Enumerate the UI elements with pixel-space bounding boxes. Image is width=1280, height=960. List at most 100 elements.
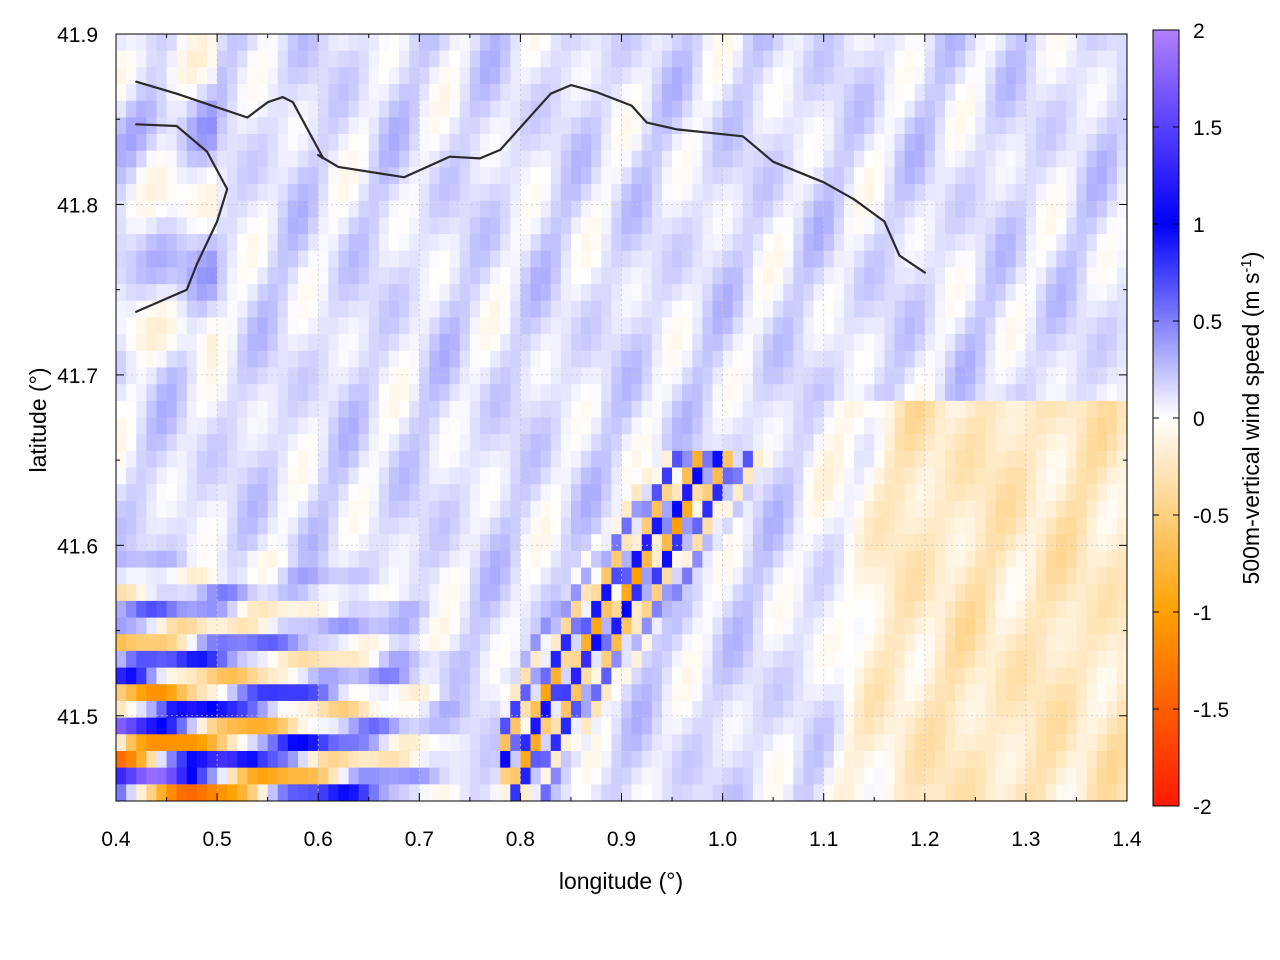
field-cell	[449, 117, 461, 135]
field-cell	[1116, 667, 1127, 685]
field-cell	[287, 650, 299, 669]
field-cell	[995, 484, 1007, 502]
field-cell	[823, 717, 835, 735]
field-cell	[570, 284, 582, 302]
field-cell	[742, 467, 754, 485]
field-cell	[479, 117, 491, 135]
field-cell	[399, 500, 410, 519]
field-cell	[206, 300, 218, 319]
field-cell	[601, 517, 612, 535]
field-cell	[388, 567, 400, 585]
field-cell	[1005, 700, 1017, 719]
field-cell	[439, 184, 451, 202]
field-cell	[985, 117, 997, 135]
field-cell	[763, 484, 774, 502]
field-cell	[763, 150, 774, 168]
field-cell	[1036, 34, 1047, 52]
field-cell	[1015, 84, 1027, 102]
field-cell	[409, 384, 420, 402]
field-cell	[348, 367, 360, 385]
field-cell	[399, 684, 410, 702]
field-cell	[661, 34, 673, 52]
field-cell	[854, 784, 865, 801]
field-cell	[985, 400, 997, 419]
field-cell	[894, 200, 906, 219]
field-cell	[267, 734, 279, 752]
field-cell	[995, 84, 1007, 102]
field-cell	[823, 50, 835, 68]
field-cell	[287, 417, 299, 435]
field-cell	[601, 684, 612, 702]
field-cell	[631, 384, 643, 402]
field-cell	[975, 167, 987, 185]
field-cell	[722, 600, 734, 619]
field-cell	[146, 484, 158, 502]
field-cell	[1046, 784, 1057, 801]
field-cell	[409, 317, 420, 335]
field-cell	[196, 317, 208, 335]
field-cell	[176, 750, 188, 769]
field-cell	[773, 484, 784, 502]
field-cell	[146, 84, 158, 102]
field-cell	[793, 350, 805, 369]
field-cell	[823, 167, 835, 185]
field-cell	[227, 567, 238, 585]
field-cell	[297, 484, 309, 502]
field-cell	[297, 550, 309, 569]
field-cell	[934, 467, 946, 485]
field-cell	[864, 334, 875, 352]
field-cell	[965, 500, 976, 519]
field-cell	[965, 567, 976, 585]
field-cell	[338, 34, 350, 52]
field-cell	[469, 100, 481, 118]
field-cell	[166, 300, 178, 319]
field-cell	[287, 67, 299, 85]
field-cell	[348, 167, 360, 185]
field-cell	[368, 584, 380, 602]
field-cell	[510, 150, 521, 168]
field-cell	[227, 517, 238, 535]
field-cell	[530, 200, 542, 219]
field-cell	[328, 484, 340, 502]
field-cell	[843, 617, 855, 635]
field-cell	[833, 250, 845, 269]
field-cell	[217, 217, 228, 235]
field-cell	[388, 700, 400, 719]
field-cell	[530, 767, 542, 785]
field-cell	[1025, 517, 1037, 535]
field-cell	[247, 234, 259, 252]
field-cell	[126, 767, 137, 785]
field-cell	[1005, 467, 1017, 485]
field-cell	[581, 367, 592, 385]
field-cell	[833, 617, 845, 635]
field-cell	[338, 100, 350, 118]
field-cell	[1086, 784, 1098, 801]
field-cell	[176, 167, 188, 185]
field-cell	[419, 500, 431, 519]
field-cell	[1025, 350, 1037, 369]
field-cell	[287, 700, 299, 719]
field-cell	[672, 400, 683, 419]
field-cell	[429, 417, 441, 435]
field-cell	[823, 267, 835, 285]
field-cell	[651, 717, 663, 735]
field-cell	[1096, 117, 1108, 135]
field-cell	[843, 50, 855, 68]
field-cell	[1096, 584, 1108, 602]
field-cell	[712, 500, 724, 519]
field-cell	[1076, 650, 1088, 669]
field-cell	[621, 700, 633, 719]
field-cell	[318, 700, 329, 719]
field-cell	[995, 467, 1007, 485]
field-cell	[682, 34, 693, 52]
field-cell	[591, 234, 602, 252]
field-cell	[156, 517, 168, 535]
field-cell	[672, 484, 683, 502]
field-cell	[176, 84, 188, 102]
field-cell	[247, 567, 259, 585]
field-cell	[813, 134, 825, 152]
field-cell	[692, 434, 703, 452]
field-cell	[1005, 134, 1017, 152]
field-cell	[874, 334, 885, 352]
field-cell	[631, 84, 643, 102]
